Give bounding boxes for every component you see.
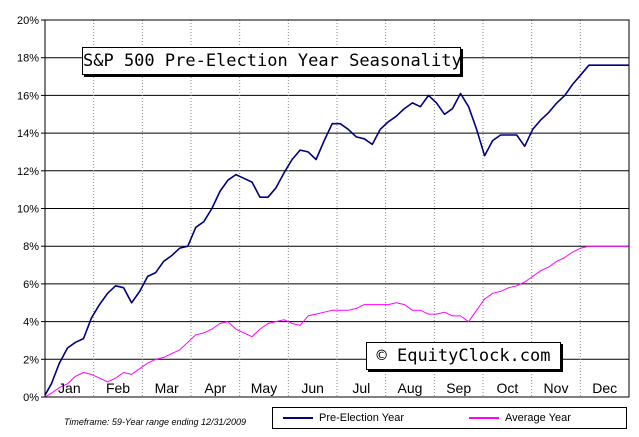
x-tick-label: Oct	[496, 380, 518, 396]
x-axis-month-labels: Jan Feb Mar Apr May Jun Jul Aug Sep Oct Nov Dec	[58, 380, 617, 396]
y-tick-label: 16%	[17, 90, 39, 102]
y-tick-label: 8%	[23, 241, 39, 253]
x-tick-label: Nov	[544, 380, 569, 396]
legend-item-average-year: Average Year	[469, 408, 571, 428]
series-group	[44, 64, 629, 398]
y-tick-label: 20%	[17, 15, 39, 27]
x-tick-label: Mar	[155, 380, 179, 396]
legend-swatch-pre-election	[283, 417, 313, 419]
y-tick-label: 12%	[17, 166, 39, 178]
x-tick-label: Jan	[58, 380, 81, 396]
chart-title: S&P 500 Pre-Election Year Seasonality	[83, 51, 462, 71]
x-tick-label: May	[251, 380, 277, 396]
watermark-box: © EquityClock.com	[366, 342, 561, 370]
legend-label-average-year: Average Year	[505, 412, 571, 424]
chart-title-box: S&P 500 Pre-Election Year Seasonality	[82, 47, 462, 75]
y-tick-label: 10%	[17, 204, 39, 216]
legend-swatch-average-year	[469, 417, 499, 419]
timeframe-note: Timeframe: 59-Year range ending 12/31/20…	[64, 417, 247, 427]
y-tick-label: 6%	[23, 279, 39, 291]
x-tick-label: Aug	[398, 380, 423, 396]
plot-frame	[44, 19, 630, 398]
y-tick-label: 18%	[17, 53, 39, 65]
x-tick-label: Sep	[446, 380, 471, 396]
y-tick-label: 0%	[23, 392, 39, 404]
legend-item-pre-election: Pre-Election Year	[283, 408, 404, 428]
x-tick-label: Jun	[301, 380, 324, 396]
x-tick-label: Dec	[592, 380, 617, 396]
watermark: © EquityClock.com	[376, 346, 551, 366]
y-tick-label: 14%	[17, 128, 39, 140]
x-tick-label: Jul	[352, 380, 370, 396]
legend-label-pre-election: Pre-Election Year	[319, 412, 404, 424]
y-tick-label: 4%	[23, 317, 39, 329]
y-axis-tick-labels: 0% 2% 4% 6% 8% 10% 12% 14% 16% 18% 20%	[17, 15, 39, 404]
grid	[45, 20, 629, 397]
y-tick-label: 2%	[23, 354, 39, 366]
series-line-average-year	[44, 245, 629, 398]
legend: Pre-Election Year Average Year	[272, 407, 627, 429]
x-tick-label: Feb	[106, 380, 130, 396]
series-line-pre-election	[44, 64, 629, 396]
x-tick-label: Apr	[204, 380, 226, 396]
axes	[41, 19, 630, 398]
